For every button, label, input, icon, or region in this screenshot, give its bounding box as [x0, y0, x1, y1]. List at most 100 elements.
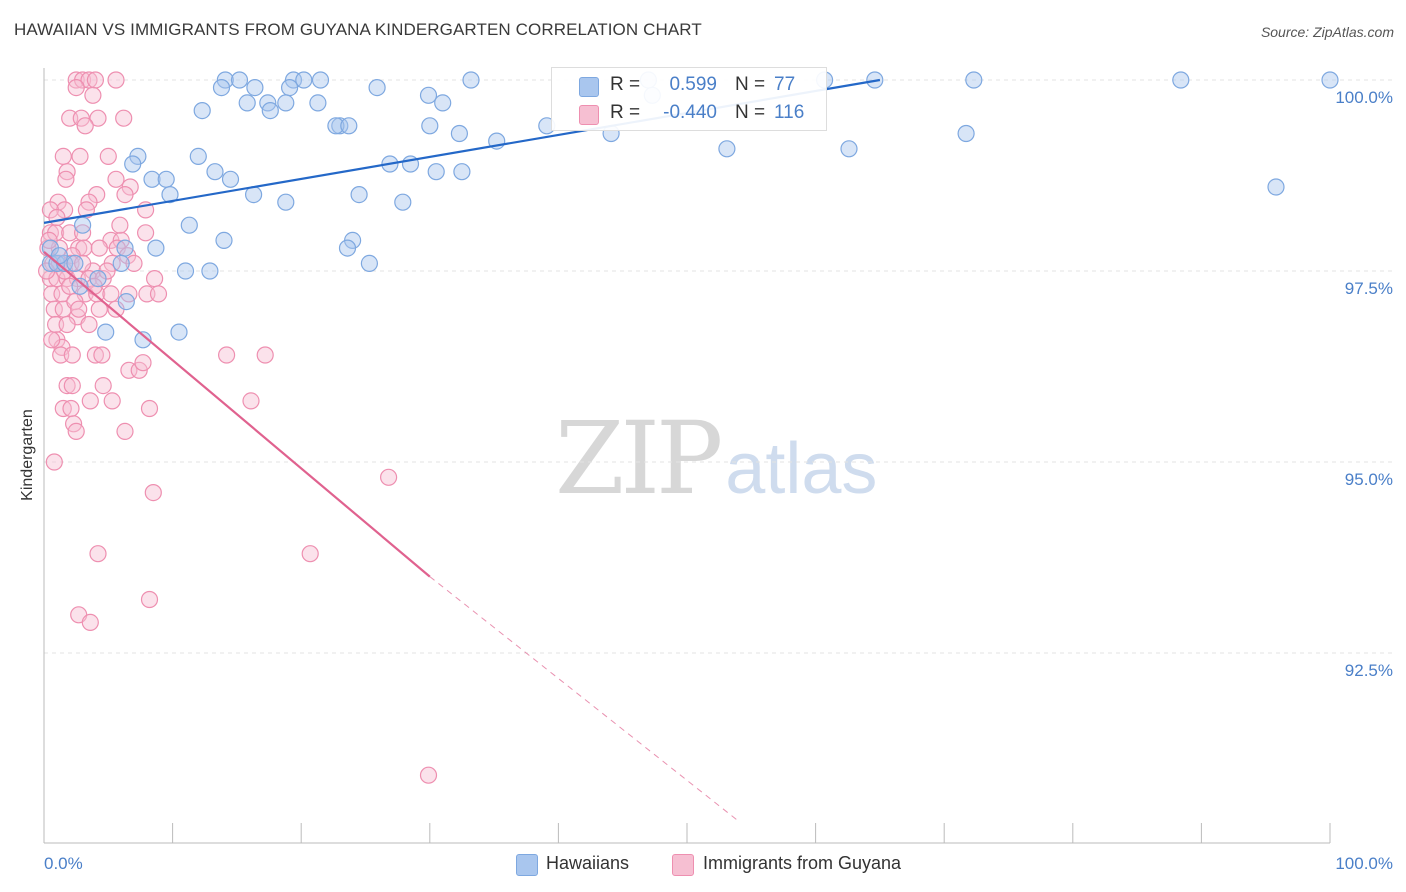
data-point	[116, 186, 134, 204]
data-point	[394, 193, 412, 211]
data-point	[89, 545, 107, 563]
trend-line	[429, 576, 739, 822]
data-point	[309, 94, 327, 112]
data-point	[71, 277, 89, 295]
data-point	[71, 147, 89, 165]
data-point	[1172, 71, 1190, 89]
data-point	[419, 766, 438, 784]
n-label: N =	[735, 102, 766, 123]
data-point	[180, 216, 198, 234]
data-point	[338, 239, 357, 257]
data-point	[107, 170, 125, 188]
legend-swatch-pink	[579, 105, 599, 125]
data-point	[137, 224, 155, 242]
data-point	[230, 71, 249, 89]
data-point	[81, 392, 99, 410]
grid-lines	[44, 79, 1395, 654]
data-point	[117, 293, 135, 311]
data-point	[58, 315, 76, 334]
data-point	[281, 78, 299, 97]
data-point	[246, 78, 264, 97]
data-point	[125, 254, 143, 272]
data-point	[134, 354, 152, 372]
data-point	[147, 239, 165, 257]
data-point	[116, 239, 134, 257]
data-point	[1267, 178, 1285, 196]
data-point	[70, 300, 88, 318]
axes	[43, 68, 1331, 844]
data-point	[212, 78, 231, 97]
series-legend: Hawaiians Immigrants from Guyana	[0, 852, 1406, 878]
data-point	[67, 422, 85, 440]
legend-row-guyana: R = -0.440 N = 116	[552, 100, 826, 128]
data-point	[63, 346, 81, 364]
tick-labels: 100.0% 97.5% 95.0% 92.5% 0.0% 100.0%	[44, 88, 1393, 873]
data-point	[242, 392, 260, 410]
data-point	[146, 270, 164, 288]
data-point	[161, 186, 179, 204]
y-tick-label: 92.5%	[1345, 661, 1393, 680]
correlation-legend: R = 0.599 N = 77 R = -0.440 N = 116	[551, 67, 827, 131]
data-point	[170, 323, 188, 341]
legend-swatch-guyana	[672, 854, 694, 876]
data-point	[340, 117, 358, 135]
n-value: 77	[774, 74, 796, 95]
data-point	[63, 377, 81, 395]
data-point	[331, 117, 349, 135]
data-point	[453, 163, 471, 181]
data-point	[107, 71, 125, 89]
data-point	[66, 254, 84, 272]
data-point	[86, 346, 105, 364]
data-point	[157, 170, 175, 188]
data-point	[450, 124, 468, 143]
data-point	[427, 163, 445, 181]
data-point	[295, 71, 313, 89]
data-point	[368, 78, 386, 97]
watermark: ZIPatlas	[555, 400, 877, 517]
series-hawaiians-points	[41, 71, 1339, 349]
n-label: N =	[735, 74, 766, 95]
data-point	[434, 94, 452, 112]
data-point	[86, 71, 105, 89]
data-point	[93, 346, 111, 364]
data-point	[103, 392, 121, 410]
data-point	[81, 613, 99, 632]
legend-swatch-hawaiians	[516, 854, 538, 876]
data-point	[90, 239, 108, 257]
data-point	[112, 254, 130, 272]
data-point	[80, 315, 98, 334]
data-point	[193, 101, 211, 120]
data-point	[97, 323, 115, 341]
legend-swatch-blue	[579, 77, 599, 97]
data-point	[201, 262, 219, 280]
data-point	[957, 124, 975, 143]
y-tick-label: 95.0%	[1345, 470, 1393, 489]
legend-label-hawaiians: Hawaiians	[546, 853, 630, 873]
data-point	[421, 117, 439, 135]
data-point	[380, 468, 398, 486]
data-point	[58, 377, 76, 395]
data-point	[327, 117, 345, 135]
data-point	[350, 186, 368, 204]
r-label: R =	[610, 102, 641, 123]
data-point	[718, 140, 736, 158]
r-value: -0.440	[663, 102, 717, 123]
data-point	[206, 163, 224, 181]
data-point	[218, 346, 236, 364]
data-point	[67, 78, 85, 97]
data-point	[261, 101, 279, 120]
data-point	[102, 285, 120, 303]
data-point	[311, 71, 330, 89]
data-point	[62, 399, 80, 418]
data-point	[89, 270, 107, 288]
data-point	[189, 147, 207, 165]
data-point	[116, 422, 134, 440]
data-point	[54, 147, 72, 165]
data-point	[360, 254, 378, 272]
data-point	[134, 331, 152, 349]
series-guyana-points	[37, 71, 438, 784]
data-point	[277, 193, 295, 211]
data-point	[124, 155, 142, 173]
data-point	[115, 109, 133, 127]
legend-row-hawaiians: R = 0.599 N = 77	[552, 72, 826, 100]
